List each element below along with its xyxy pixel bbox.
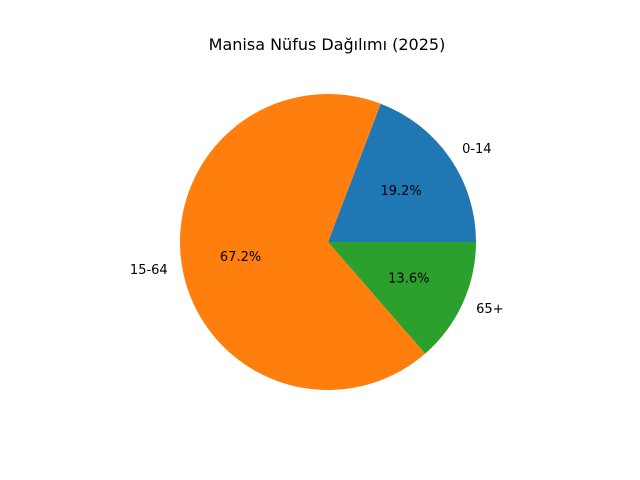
- pie-slice-65+: [328, 242, 476, 354]
- chart-title: Manisa Nüfus Dağılımı (2025): [209, 35, 446, 54]
- pie-slices: [180, 94, 476, 391]
- pie-slice-15-64: [180, 94, 426, 391]
- slice-percent-label: 13.6%: [388, 271, 429, 286]
- slice-percent-label: 19.2%: [380, 184, 421, 199]
- slice-percent-label: 67.2%: [220, 250, 261, 265]
- pie-labels: 0-14 19.2% 15-64 67.2% 65+ 13.6%: [130, 142, 504, 317]
- slice-category-label: 0-14: [462, 142, 492, 157]
- slice-category-label: 15-64: [130, 263, 168, 278]
- slice-category-label: 65+: [476, 302, 503, 317]
- pie-slice-0-14: [328, 103, 476, 242]
